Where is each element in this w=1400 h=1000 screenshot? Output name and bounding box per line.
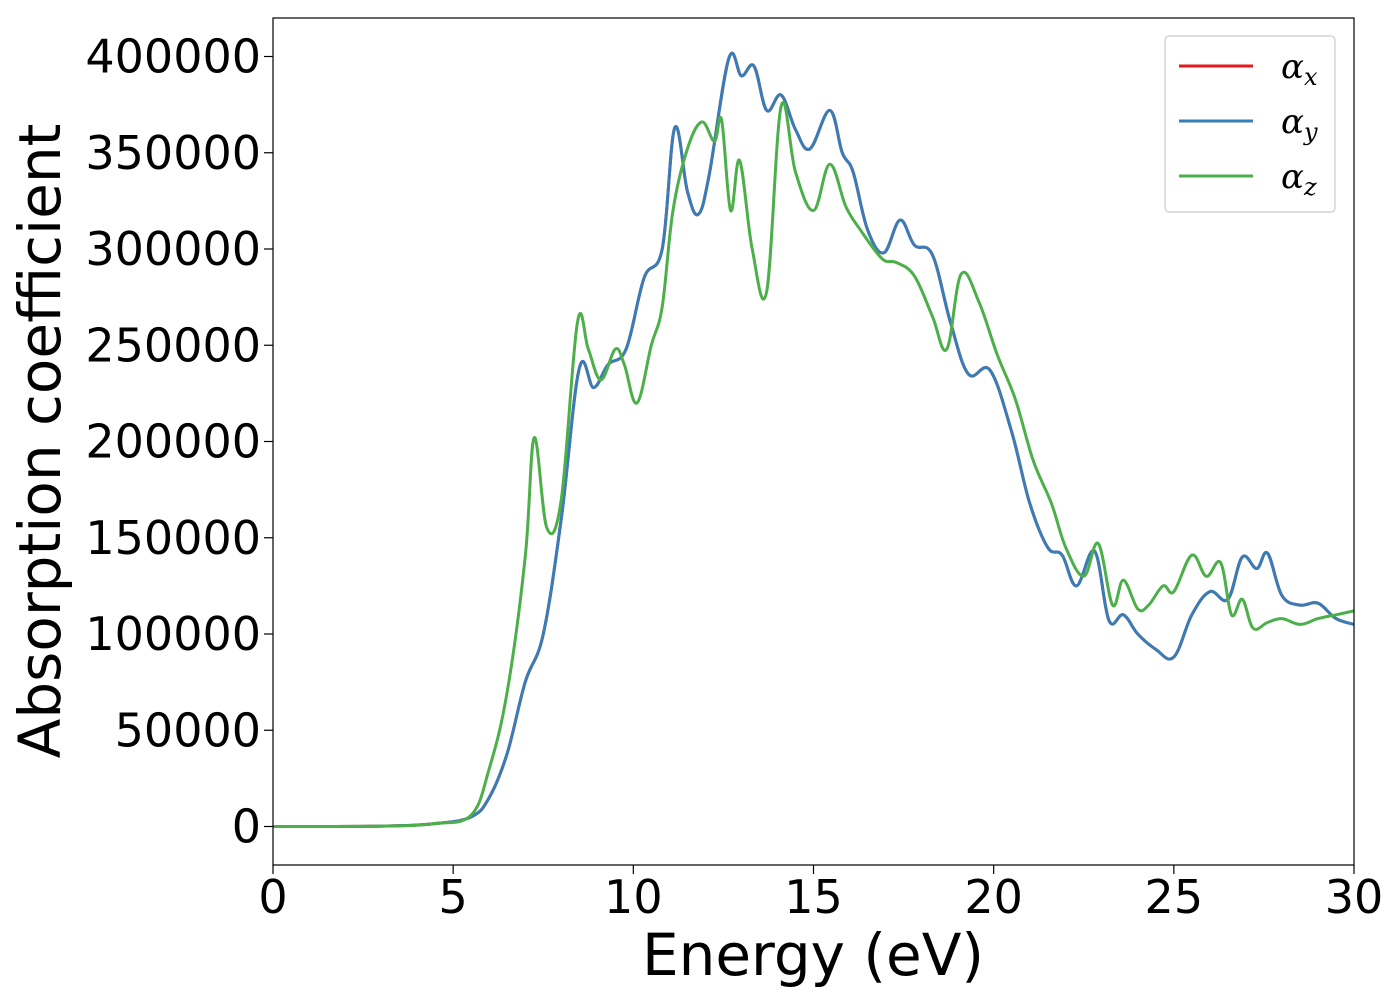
legend-label-z: αz: [1281, 157, 1317, 201]
y-tick-label: 0: [232, 800, 261, 854]
y-tick-label: 350000: [85, 126, 261, 180]
x-tick-label: 0: [258, 870, 287, 924]
legend: αx αy αz: [1164, 35, 1336, 213]
legend-box: [1164, 35, 1336, 213]
series-line-z: [272, 101, 1355, 828]
legend-label-x: αx: [1281, 47, 1318, 91]
x-tick-label: 25: [1145, 870, 1204, 924]
y-axis-title: Absorption coefficient: [6, 124, 74, 759]
x-tick-label: 10: [604, 870, 663, 924]
y-tick-label: 400000: [85, 30, 261, 84]
series-layer: [272, 51, 1355, 828]
series-line-y: [272, 51, 1355, 828]
y-tick-label: 300000: [85, 222, 261, 276]
legend-label-y: αy: [1281, 102, 1318, 146]
y-tick-label: 150000: [85, 511, 261, 565]
x-tick-label: 15: [784, 870, 843, 924]
x-tick-label: 20: [964, 870, 1023, 924]
x-tick-label: 30: [1325, 870, 1384, 924]
y-tick-label: 100000: [85, 607, 261, 661]
y-tick-label: 200000: [85, 415, 261, 469]
y-axis: 0 50000 100000 150000 200000 250000 300000 3500…: [85, 30, 273, 854]
x-tick-label: 5: [439, 870, 468, 924]
x-axis-title: Energy (eV): [642, 921, 984, 989]
y-tick-label: 50000: [115, 703, 261, 757]
x-axis: 0 5 10 15 20 25 30: [258, 865, 1383, 924]
y-tick-label: 250000: [85, 318, 261, 372]
